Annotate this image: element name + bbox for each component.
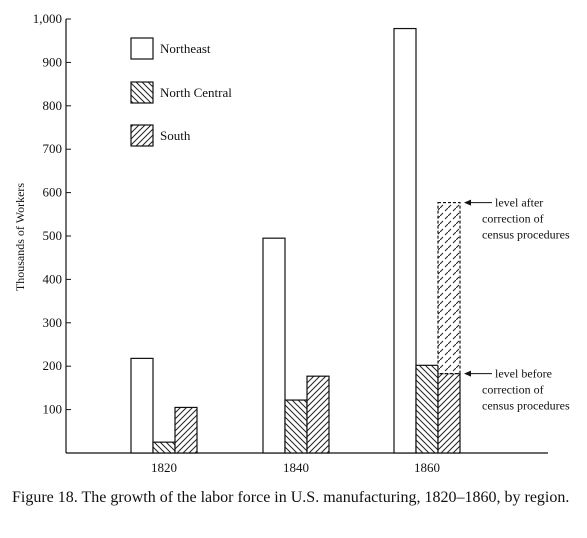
legend-swatch-northeast: [130, 37, 154, 60]
x-tick-label: 1840: [283, 460, 309, 475]
bar-north-central-1860: [415, 364, 439, 454]
y-tick-label: 900: [43, 54, 63, 69]
annotation-text: level after: [495, 196, 543, 210]
figure-caption: Figure 18. The growth of the labor force…: [12, 489, 570, 506]
x-tick-label: 1860: [414, 460, 440, 475]
legend-swatch-south: [130, 124, 154, 147]
annotation-text: census procedures: [482, 228, 570, 242]
bar-north-central-1840: [284, 399, 308, 454]
y-tick-label: 1,000: [33, 11, 62, 26]
legend-label-north-central: North Central: [160, 85, 232, 100]
y-tick-label: 600: [43, 185, 63, 200]
bar-south-1840: [306, 375, 330, 454]
annotation-text: level before: [495, 367, 552, 381]
legend-swatch-north-central: [130, 81, 154, 104]
arrowhead-icon: [464, 370, 471, 377]
bar-north-central-1820: [152, 441, 176, 454]
bar-south-1820: [174, 406, 198, 454]
y-tick-label: 300: [43, 315, 63, 330]
bar-south-1860: [437, 372, 461, 454]
annotation-text: correction of: [482, 212, 544, 226]
annotation-text: correction of: [482, 383, 544, 397]
annotation-text: census procedures: [482, 399, 570, 413]
x-tick-label: 1820: [151, 460, 177, 475]
arrowhead-icon: [464, 199, 471, 206]
legend-label-northeast: Northeast: [160, 41, 211, 56]
y-tick-label: 700: [43, 141, 63, 156]
bar-chart: 100 200 300 400 500 600 700 800 900 1,000 Thousand…: [13, 11, 570, 475]
y-tick-label: 400: [43, 271, 63, 286]
y-tick-label: 500: [43, 228, 63, 243]
bar-south-1860-corrected: [437, 201, 461, 375]
y-tick-label: 100: [43, 402, 63, 417]
legend-label-south: South: [160, 128, 191, 143]
bar-northeast-1820: [130, 357, 154, 454]
y-axis-label: Thousands of Workers: [13, 183, 27, 291]
y-tick-label: 200: [43, 358, 63, 373]
y-tick-label: 800: [43, 98, 63, 113]
bar-northeast-1840: [262, 237, 286, 454]
bar-northeast-1860: [393, 27, 417, 454]
